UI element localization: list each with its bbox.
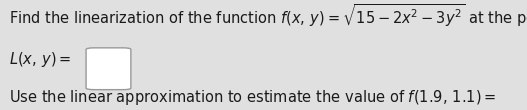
FancyBboxPatch shape [86, 48, 131, 90]
Text: $\mathrm{Use\ the\ linear\ approximation\ to\ estimate\ the\ value\ of\ }f(1.9,\: $\mathrm{Use\ the\ linear\ approximation… [9, 88, 497, 107]
Text: $L(x,\, y) =$: $L(x,\, y) =$ [9, 50, 72, 69]
Text: $\mathrm{Find\ the\ linearization\ of\ the\ function\ }f(x,\, y) = \sqrt{15 - 2x: $\mathrm{Find\ the\ linearization\ of\ t… [9, 2, 527, 29]
